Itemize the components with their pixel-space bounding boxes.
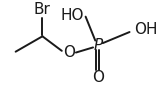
Text: O: O (63, 45, 75, 60)
Text: P: P (94, 38, 103, 53)
Text: HO: HO (61, 8, 84, 23)
Text: OH: OH (134, 22, 157, 37)
Text: O: O (92, 70, 104, 85)
Text: Br: Br (34, 2, 51, 17)
